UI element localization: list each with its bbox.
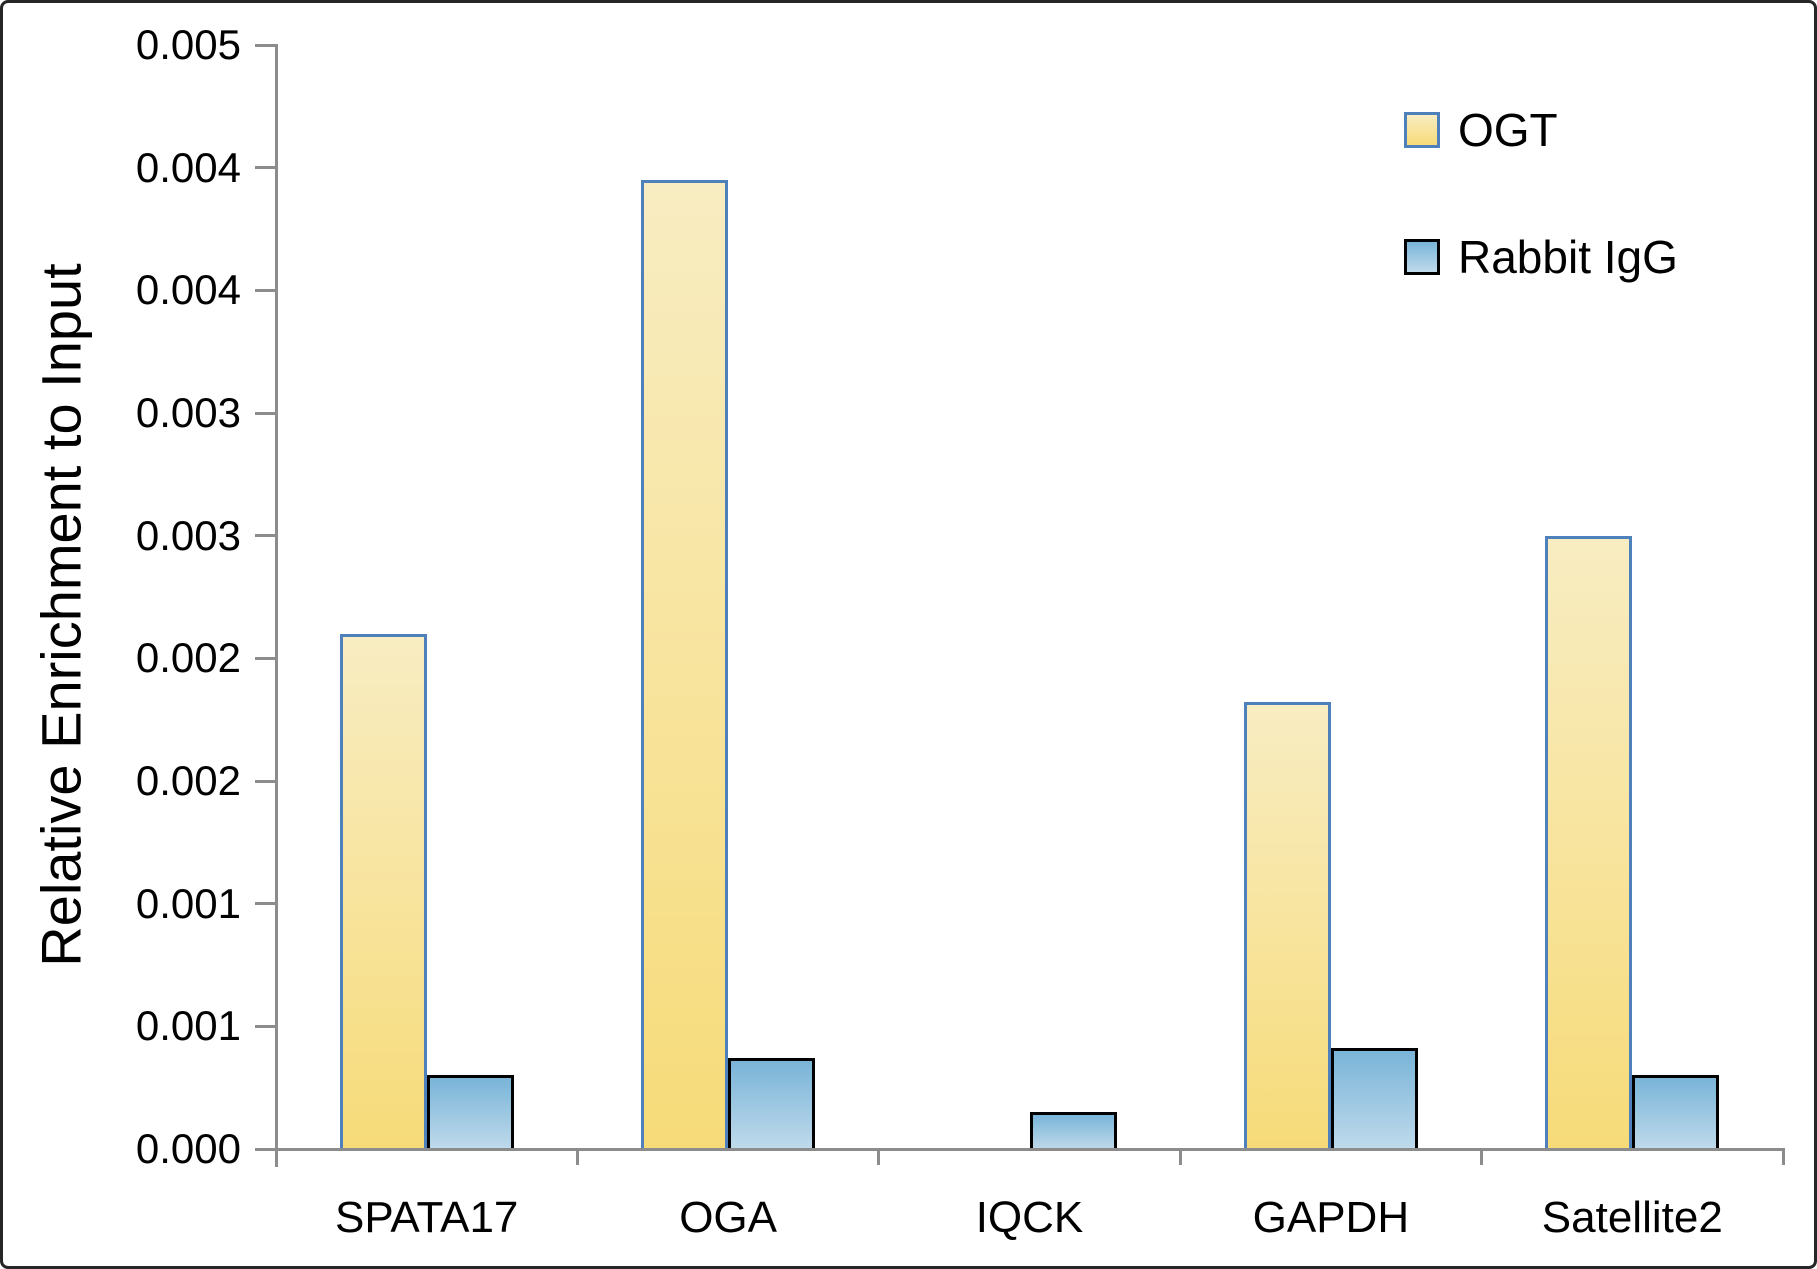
x-axis-line bbox=[274, 1147, 1785, 1151]
y-axis-tick-label: 0.003 bbox=[135, 389, 241, 436]
category-divider-tick bbox=[877, 1149, 881, 1165]
y-axis-tick-mark bbox=[255, 288, 276, 292]
y-axis-tick-mark bbox=[255, 779, 276, 783]
category-divider-tick bbox=[1781, 1149, 1785, 1165]
rabbit-igg-legend-swatch-icon bbox=[1404, 239, 1440, 275]
y-axis-title: Relative Enrichment to Input bbox=[29, 263, 93, 967]
x-axis-label-satellite2: Satellite2 bbox=[1541, 1193, 1723, 1242]
x-axis-label-gapdh: GAPDH bbox=[1252, 1193, 1410, 1242]
x-axis-label-iqck: IQCK bbox=[975, 1193, 1084, 1242]
category-divider-tick bbox=[575, 1149, 579, 1165]
bar-rabbit-igg-gapdh bbox=[1330, 1048, 1418, 1149]
y-axis-tick-mark bbox=[255, 43, 276, 47]
bar-ogt-spata17 bbox=[339, 634, 427, 1149]
y-axis-tick-mark bbox=[255, 411, 276, 415]
y-axis-tick-label: 0.004 bbox=[135, 266, 241, 314]
y-axis-tick-mark bbox=[255, 166, 276, 170]
y-axis-tick-label: 0.005 bbox=[135, 21, 241, 68]
x-axis-label-oga: OGA bbox=[679, 1193, 777, 1242]
y-axis-tick-label: 0.004 bbox=[135, 143, 241, 191]
y-axis-tick-label: 0.001 bbox=[135, 879, 241, 927]
y-axis-tick-label: 0.002 bbox=[135, 634, 241, 682]
y-axis-tick-label: 0.001 bbox=[135, 1002, 241, 1050]
bar-ogt-oga bbox=[641, 180, 729, 1149]
y-axis-line bbox=[274, 43, 278, 1167]
y-axis-tick-mark bbox=[255, 1024, 276, 1028]
bar-rabbit-igg-satellite2 bbox=[1632, 1075, 1720, 1149]
bar-rabbit-igg-iqck bbox=[1029, 1112, 1117, 1149]
y-axis-tick-mark bbox=[255, 1147, 276, 1151]
bar-rabbit-igg-spata17 bbox=[426, 1075, 514, 1149]
legend-label-ogt: OGT bbox=[1458, 104, 1558, 156]
legend-label-rabbit-igg: Rabbit IgG bbox=[1458, 231, 1678, 283]
y-axis-tick-label: 0.000 bbox=[135, 1125, 241, 1172]
bar-ogt-gapdh bbox=[1243, 702, 1331, 1149]
ogt-legend-swatch-icon bbox=[1404, 112, 1440, 148]
y-axis-tick-mark bbox=[255, 534, 276, 538]
bar-rabbit-igg-oga bbox=[728, 1058, 816, 1149]
y-axis-tick-mark bbox=[255, 902, 276, 906]
bar-ogt-satellite2 bbox=[1545, 536, 1633, 1149]
category-divider-tick bbox=[1480, 1149, 1484, 1165]
y-axis-tick-label: 0.003 bbox=[135, 511, 241, 559]
category-divider-tick bbox=[1178, 1149, 1182, 1165]
legend-item-ogt: OGT bbox=[1404, 107, 1558, 153]
y-axis-tick-mark bbox=[255, 656, 276, 660]
x-axis-label-spata17: SPATA17 bbox=[334, 1193, 519, 1242]
legend-item-rabbit-igg: Rabbit IgG bbox=[1404, 234, 1678, 280]
y-axis-tick-label: 0.002 bbox=[135, 757, 241, 804]
